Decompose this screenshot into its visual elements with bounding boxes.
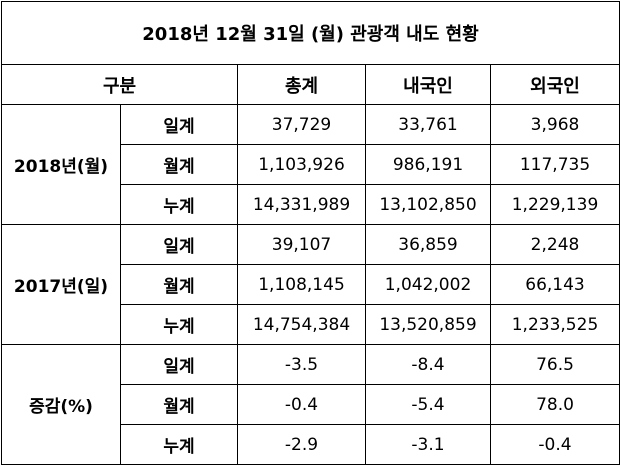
value-cell: 986,191 bbox=[365, 144, 491, 185]
data-row: 2018년(월) 일계 37,729 33,761 3,968 bbox=[1, 104, 620, 225]
header-cell: 구분 bbox=[1, 64, 238, 105]
value-cell: -3.5 bbox=[237, 344, 366, 385]
row-label: 누계 bbox=[120, 304, 238, 345]
data-row: 누계 14,754,384 13,520,859 1,233,525 bbox=[2, 304, 620, 345]
data-row: 증감(%) 일계 -3.5 -8.4 76.5 bbox=[1, 344, 620, 465]
value-cell: 76.5 bbox=[490, 344, 620, 385]
data-row: 월계 -0.4 -5.4 78.0 bbox=[2, 384, 620, 425]
header-cell: 총계 bbox=[237, 64, 366, 105]
value-cell: 1,108,145 bbox=[237, 264, 366, 305]
value-cell: 1,229,139 bbox=[490, 184, 620, 225]
value-cell: 1,233,525 bbox=[490, 304, 620, 345]
value-cell: -3.1 bbox=[365, 424, 491, 465]
value-cell: 1,042,002 bbox=[365, 264, 491, 305]
row-label: 월계 bbox=[120, 384, 238, 425]
value-cell: -8.4 bbox=[365, 344, 491, 385]
data-row: 월계 1,108,145 1,042,002 66,143 bbox=[2, 264, 620, 305]
row-label: 일계 bbox=[120, 104, 238, 145]
value-cell: -2.9 bbox=[237, 424, 366, 465]
value-cell: 78.0 bbox=[490, 384, 620, 425]
value-cell: 117,735 bbox=[490, 144, 620, 185]
group-label: 2017년(일) bbox=[1, 224, 121, 345]
value-cell: 37,729 bbox=[237, 104, 366, 145]
row-label: 월계 bbox=[120, 144, 238, 185]
header-cell: 내국인 bbox=[365, 64, 491, 105]
value-cell: 2,248 bbox=[490, 224, 620, 265]
value-cell: 36,859 bbox=[365, 224, 491, 265]
value-cell: -0.4 bbox=[237, 384, 366, 425]
row-label: 누계 bbox=[120, 184, 238, 225]
row-label: 일계 bbox=[120, 344, 238, 385]
value-cell: -5.4 bbox=[365, 384, 491, 425]
row-label: 누계 bbox=[120, 424, 238, 465]
value-cell: 66,143 bbox=[490, 264, 620, 305]
title: 2018년 12월 31일 (월) 관광객 내도 현황 bbox=[1, 1, 620, 65]
data-row: 누계 -2.9 -3.1 -0.4 bbox=[2, 424, 620, 465]
data-row: 월계 1,103,926 986,191 117,735 bbox=[2, 144, 620, 185]
row-label: 일계 bbox=[120, 224, 238, 265]
value-cell: 33,761 bbox=[365, 104, 491, 145]
data-row: 누계 14,331,989 13,102,850 1,229,139 bbox=[2, 184, 620, 225]
group-label: 증감(%) bbox=[1, 344, 121, 465]
value-cell: 14,331,989 bbox=[237, 184, 366, 225]
row-label: 월계 bbox=[120, 264, 238, 305]
data-row: 2017년(일) 일계 39,107 36,859 2,248 bbox=[1, 224, 620, 345]
value-cell: -0.4 bbox=[490, 424, 620, 465]
value-cell: 14,754,384 bbox=[237, 304, 366, 345]
title-row: 2018년 12월 31일 (월) 관광객 내도 현황 bbox=[1, 1, 620, 65]
header-cell: 외국인 bbox=[490, 64, 620, 105]
header-row: 구분 총계 내국인 외국인 bbox=[1, 64, 620, 105]
value-cell: 13,102,850 bbox=[365, 184, 491, 225]
group-label: 2018년(월) bbox=[1, 104, 121, 225]
value-cell: 13,520,859 bbox=[365, 304, 491, 345]
value-cell: 3,968 bbox=[490, 104, 620, 145]
value-cell: 1,103,926 bbox=[237, 144, 366, 185]
value-cell: 39,107 bbox=[237, 224, 366, 265]
